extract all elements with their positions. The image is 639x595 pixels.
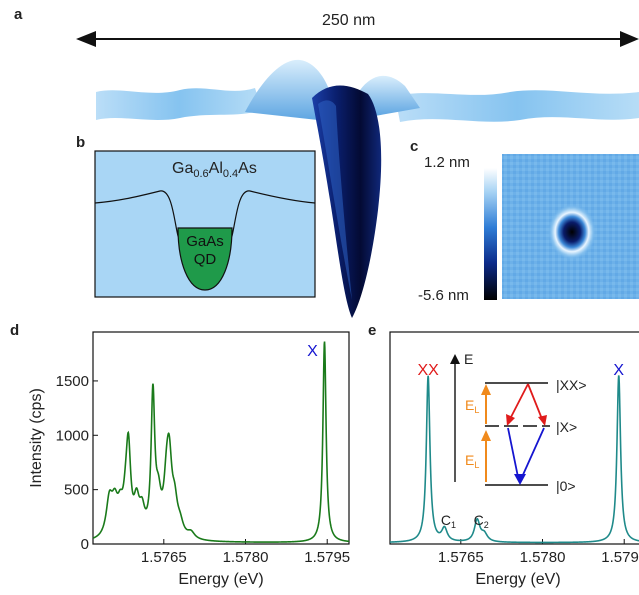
colorbar-max-label: 1.2 nm bbox=[424, 154, 470, 171]
spectrum-line bbox=[92, 341, 350, 543]
scale-bar-label: 250 nm bbox=[322, 12, 376, 29]
level-x-label: |X> bbox=[556, 419, 577, 435]
barrier-as: As bbox=[238, 160, 257, 177]
barrier-material-label: Ga0.6Al0.4As bbox=[172, 160, 257, 180]
panel-letter-d: d bbox=[10, 322, 20, 339]
x-axis-label: Energy (eV) bbox=[178, 571, 263, 588]
spectrum-chart-d: 1.5765 1.5780 1.5795 Energy (eV) 0 500 1000 150… bbox=[28, 331, 350, 588]
peak-annotation-sub: 1 bbox=[451, 520, 456, 530]
plot-frame bbox=[92, 331, 350, 545]
afm-hole-shine bbox=[318, 100, 352, 300]
y-tick-label: 1000 bbox=[56, 427, 89, 444]
laser-label-upper: EL bbox=[465, 397, 479, 415]
qd-gaas-dot bbox=[177, 227, 233, 291]
y-axis-label: Intensity (cps) bbox=[28, 388, 45, 488]
peak-annotation-sub: 2 bbox=[484, 520, 489, 530]
x-tick-label: 1.5765 bbox=[141, 549, 187, 566]
energy-axis-label: E bbox=[464, 351, 473, 367]
energy-level-inset: E |XX> |X> |0> EL EL bbox=[450, 351, 587, 494]
barrier-ga: Ga bbox=[172, 160, 194, 177]
dot-label-qd: QD bbox=[193, 251, 217, 268]
barrier-ga-sub: 0.6 bbox=[193, 168, 209, 181]
panel-letter-c: c bbox=[410, 138, 419, 155]
top-figure bbox=[76, 31, 639, 318]
xx-decay-arrow-left bbox=[509, 383, 529, 420]
scale-bar-left-arrowhead bbox=[76, 31, 96, 47]
colorbar bbox=[484, 168, 497, 300]
afm-surface-right bbox=[395, 90, 639, 122]
laser-arrowhead-upper bbox=[481, 384, 491, 395]
xx-decay-arrowhead-right bbox=[538, 415, 547, 426]
barrier-al: Al bbox=[208, 160, 223, 177]
y-tick-label: 1500 bbox=[56, 373, 89, 390]
panel-letter-b: b bbox=[76, 134, 86, 151]
energy-axis-arrowhead bbox=[450, 354, 460, 364]
x-decay-arrow-right bbox=[521, 427, 545, 478]
y-tick-label: 0 bbox=[81, 536, 89, 553]
x-tick-label: 1.5780 bbox=[520, 549, 566, 566]
x-tick-label: 1.5795 bbox=[601, 549, 639, 566]
peak-label-x: X bbox=[307, 343, 318, 360]
panel-letter-e: e bbox=[368, 322, 377, 339]
scale-bar-right-arrowhead bbox=[620, 31, 639, 47]
afm-surface-left bbox=[96, 88, 262, 120]
afm-rim-left bbox=[245, 59, 330, 120]
peak-annotation: X bbox=[613, 362, 624, 379]
x-tick-label: 1.5780 bbox=[223, 549, 269, 566]
laser-arrowhead-lower bbox=[481, 430, 491, 441]
laser-label-lower: EL bbox=[465, 452, 479, 470]
x-tick-label: 1.5765 bbox=[438, 549, 484, 566]
y-tick-label: 500 bbox=[64, 482, 89, 499]
laser-label-upper-sub: L bbox=[474, 405, 479, 415]
peak-annotation: XX bbox=[417, 362, 439, 379]
x-decay-arrowhead bbox=[514, 474, 526, 485]
level-0-label: |0> bbox=[556, 478, 576, 494]
panel-letter-a: a bbox=[14, 6, 23, 23]
afm-rim-right bbox=[360, 75, 420, 116]
xx-decay-arrow-right bbox=[527, 383, 543, 420]
x-decay-arrow-left bbox=[507, 427, 519, 478]
plot-frame bbox=[389, 331, 639, 545]
xx-decay-arrowhead-left bbox=[506, 414, 515, 426]
peak-annotation: C1 bbox=[441, 512, 456, 530]
laser-label-lower-sub: L bbox=[474, 460, 479, 470]
colorbar-min-label: -5.6 nm bbox=[418, 287, 469, 304]
afm-map-dot bbox=[548, 204, 596, 260]
barrier-al-sub: 0.4 bbox=[222, 168, 239, 181]
dot-label-gaas: GaAs bbox=[186, 233, 224, 250]
dot-material-label: GaAs QD bbox=[178, 233, 232, 269]
spectrum-line bbox=[389, 375, 639, 544]
level-xx-label: |XX> bbox=[556, 377, 587, 393]
x-axis-label: Energy (eV) bbox=[475, 571, 560, 588]
x-tick-label: 1.5795 bbox=[304, 549, 350, 566]
peak-annotation: C2 bbox=[474, 512, 489, 530]
